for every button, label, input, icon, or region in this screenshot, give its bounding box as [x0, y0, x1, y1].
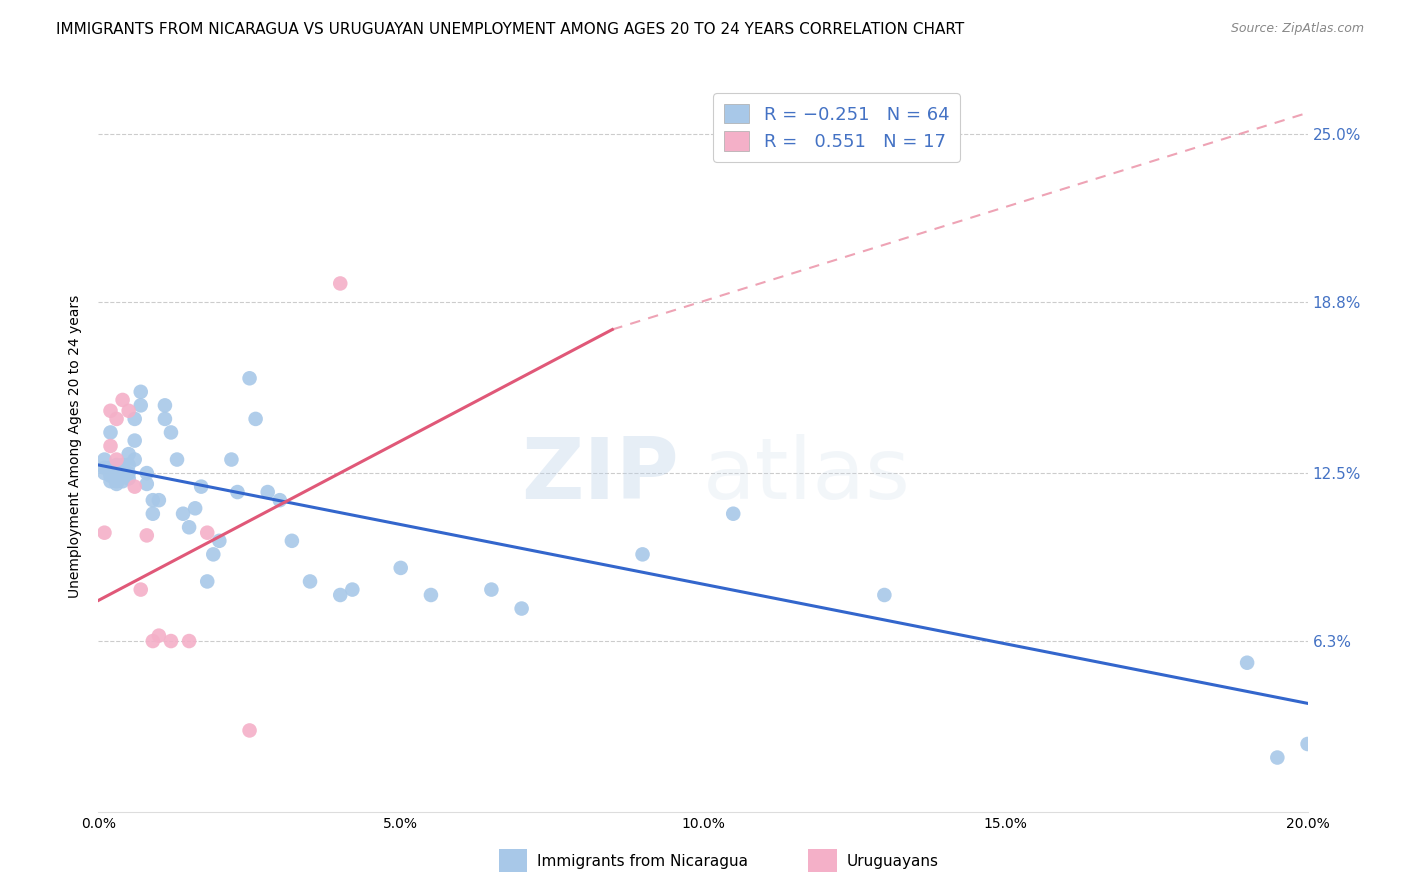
Point: [100, 474, 122, 488]
Point: [105, 466, 128, 480]
Point: [172, 507, 194, 521]
Point: [873, 588, 896, 602]
Point: [184, 501, 207, 516]
Point: [631, 547, 654, 561]
Point: [93, 525, 115, 540]
Point: [226, 485, 249, 500]
Point: [208, 533, 231, 548]
Point: [329, 588, 352, 602]
Point: [299, 574, 322, 589]
Point: [105, 468, 128, 483]
Point: [160, 634, 183, 648]
Point: [124, 480, 146, 494]
Point: [124, 452, 146, 467]
Point: [342, 582, 364, 597]
Point: [100, 468, 122, 483]
Text: Immigrants from Nicaragua: Immigrants from Nicaragua: [537, 855, 748, 869]
Point: [124, 434, 146, 448]
Point: [124, 412, 146, 426]
Point: [1267, 750, 1289, 764]
Point: [135, 477, 157, 491]
Point: [153, 412, 176, 426]
Y-axis label: Unemployment Among Ages 20 to 24 years: Unemployment Among Ages 20 to 24 years: [69, 294, 83, 598]
Point: [93, 460, 115, 475]
Point: [129, 384, 152, 399]
Point: [111, 463, 134, 477]
Point: [723, 507, 745, 521]
Point: [129, 398, 152, 412]
Point: [100, 404, 122, 418]
Point: [100, 466, 122, 480]
Point: [105, 412, 128, 426]
Point: [142, 493, 165, 508]
Point: [190, 480, 212, 494]
Point: [100, 439, 122, 453]
Point: [118, 466, 141, 480]
Point: [118, 471, 141, 485]
Point: [100, 425, 122, 440]
Point: [166, 452, 188, 467]
Point: [135, 528, 157, 542]
Point: [111, 468, 134, 483]
Point: [1296, 737, 1319, 751]
Point: [135, 466, 157, 480]
Legend: R = −0.251   N = 64, R =   0.551   N = 17: R = −0.251 N = 64, R = 0.551 N = 17: [713, 93, 960, 161]
Point: [142, 507, 165, 521]
Text: atlas: atlas: [703, 434, 911, 516]
Point: [160, 425, 183, 440]
Point: [118, 458, 141, 472]
Point: [129, 582, 152, 597]
Point: [239, 371, 262, 385]
Point: [389, 561, 412, 575]
Text: ZIP: ZIP: [522, 434, 679, 516]
Point: [105, 460, 128, 475]
Point: [105, 474, 128, 488]
Point: [148, 493, 170, 508]
Point: [245, 412, 267, 426]
Point: [510, 601, 533, 615]
Point: [1236, 656, 1258, 670]
Point: [269, 493, 291, 508]
Point: [105, 477, 128, 491]
Point: [202, 547, 225, 561]
Point: [179, 634, 201, 648]
Point: [93, 466, 115, 480]
Point: [179, 520, 201, 534]
Point: [481, 582, 503, 597]
Point: [93, 452, 115, 467]
Point: [221, 452, 243, 467]
Point: [153, 398, 176, 412]
Point: [100, 460, 122, 475]
Point: [105, 452, 128, 467]
Point: [111, 392, 134, 407]
Point: [420, 588, 443, 602]
Text: IMMIGRANTS FROM NICARAGUA VS URUGUAYAN UNEMPLOYMENT AMONG AGES 20 TO 24 YEARS CO: IMMIGRANTS FROM NICARAGUA VS URUGUAYAN U…: [56, 22, 965, 37]
Point: [105, 458, 128, 472]
Point: [118, 447, 141, 461]
Point: [195, 525, 218, 540]
Point: [111, 458, 134, 472]
Point: [195, 574, 218, 589]
Point: [142, 634, 165, 648]
Text: Source: ZipAtlas.com: Source: ZipAtlas.com: [1230, 22, 1364, 36]
Point: [148, 629, 170, 643]
Text: Uruguayans: Uruguayans: [846, 855, 938, 869]
Point: [239, 723, 262, 738]
Point: [118, 404, 141, 418]
Point: [281, 533, 304, 548]
Point: [329, 277, 352, 291]
Point: [256, 485, 278, 500]
Point: [111, 474, 134, 488]
